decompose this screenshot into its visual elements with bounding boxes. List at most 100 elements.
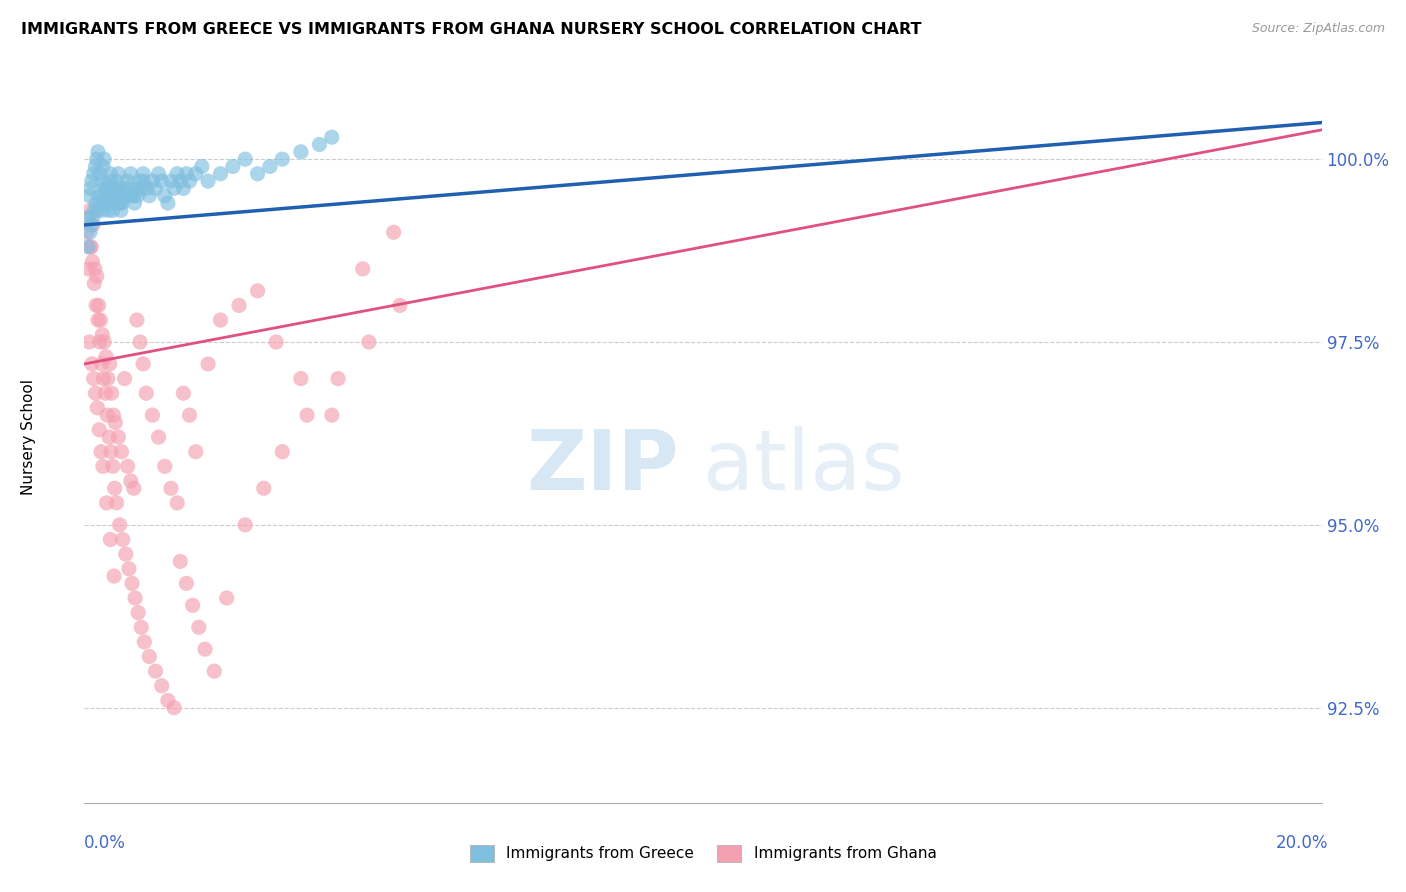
- Point: [79, 188, 101, 202]
- Point: [90, 174, 112, 188]
- Point: [107, 167, 129, 181]
- Point: [84, 298, 107, 312]
- Point: [79, 181, 101, 195]
- Point: [90, 444, 112, 458]
- Point: [132, 174, 155, 188]
- Point: [100, 444, 122, 458]
- Point: [98, 533, 121, 547]
- Point: [132, 167, 155, 181]
- Point: [111, 533, 134, 547]
- Text: ZIP: ZIP: [526, 425, 678, 507]
- Point: [97, 371, 120, 385]
- Point: [169, 554, 191, 568]
- Point: [79, 203, 101, 218]
- Point: [271, 444, 294, 458]
- Point: [104, 481, 127, 495]
- Point: [197, 357, 219, 371]
- Point: [108, 517, 131, 532]
- Point: [101, 203, 124, 218]
- Point: [233, 517, 256, 532]
- Point: [94, 181, 117, 195]
- Point: [80, 174, 103, 188]
- Point: [357, 334, 380, 349]
- Point: [91, 459, 114, 474]
- Point: [83, 203, 105, 218]
- Point: [120, 167, 142, 181]
- Point: [141, 174, 163, 188]
- Point: [197, 174, 219, 188]
- Point: [122, 188, 145, 202]
- Point: [156, 196, 179, 211]
- Point: [84, 386, 107, 401]
- Point: [83, 167, 105, 181]
- Point: [101, 459, 124, 474]
- Point: [150, 679, 173, 693]
- Point: [94, 386, 117, 401]
- Point: [101, 196, 124, 211]
- Point: [246, 284, 269, 298]
- Point: [100, 181, 122, 195]
- Point: [82, 254, 104, 268]
- Point: [110, 203, 132, 218]
- Point: [166, 167, 188, 181]
- Point: [181, 599, 204, 613]
- Point: [176, 167, 198, 181]
- Point: [215, 591, 238, 605]
- Point: [163, 181, 186, 195]
- Point: [138, 649, 160, 664]
- Point: [122, 481, 145, 495]
- Point: [98, 174, 121, 188]
- Point: [82, 211, 104, 225]
- Point: [233, 152, 256, 166]
- Point: [97, 188, 120, 202]
- Point: [271, 152, 294, 166]
- Point: [209, 167, 232, 181]
- Point: [94, 181, 117, 195]
- Text: Source: ZipAtlas.com: Source: ZipAtlas.com: [1251, 22, 1385, 36]
- Point: [259, 160, 281, 174]
- Point: [76, 211, 98, 225]
- Point: [87, 298, 110, 312]
- Point: [104, 188, 127, 202]
- Point: [145, 664, 167, 678]
- Point: [326, 371, 349, 385]
- Point: [169, 174, 191, 188]
- Point: [388, 298, 411, 312]
- Point: [127, 188, 149, 202]
- Point: [179, 408, 201, 422]
- Point: [76, 225, 98, 239]
- Point: [246, 167, 269, 181]
- Point: [135, 386, 157, 401]
- Point: [103, 569, 125, 583]
- Point: [114, 188, 136, 202]
- Point: [83, 371, 105, 385]
- Point: [83, 277, 105, 291]
- Point: [148, 167, 170, 181]
- Point: [264, 334, 287, 349]
- Point: [135, 181, 157, 195]
- Point: [308, 137, 330, 152]
- Point: [86, 203, 108, 218]
- Point: [117, 181, 139, 195]
- Point: [80, 357, 103, 371]
- Point: [98, 167, 121, 181]
- Point: [91, 160, 114, 174]
- Point: [104, 416, 127, 430]
- Point: [103, 408, 125, 422]
- Point: [96, 496, 118, 510]
- Point: [110, 196, 132, 211]
- Point: [148, 430, 170, 444]
- Point: [176, 576, 198, 591]
- Point: [129, 620, 152, 634]
- Point: [150, 174, 173, 188]
- Point: [222, 160, 245, 174]
- Point: [98, 357, 121, 371]
- Point: [141, 408, 163, 422]
- Point: [87, 145, 110, 159]
- Point: [86, 269, 108, 284]
- Point: [184, 444, 207, 458]
- Point: [89, 313, 111, 327]
- Point: [172, 386, 194, 401]
- Point: [90, 357, 112, 371]
- Point: [202, 664, 225, 678]
